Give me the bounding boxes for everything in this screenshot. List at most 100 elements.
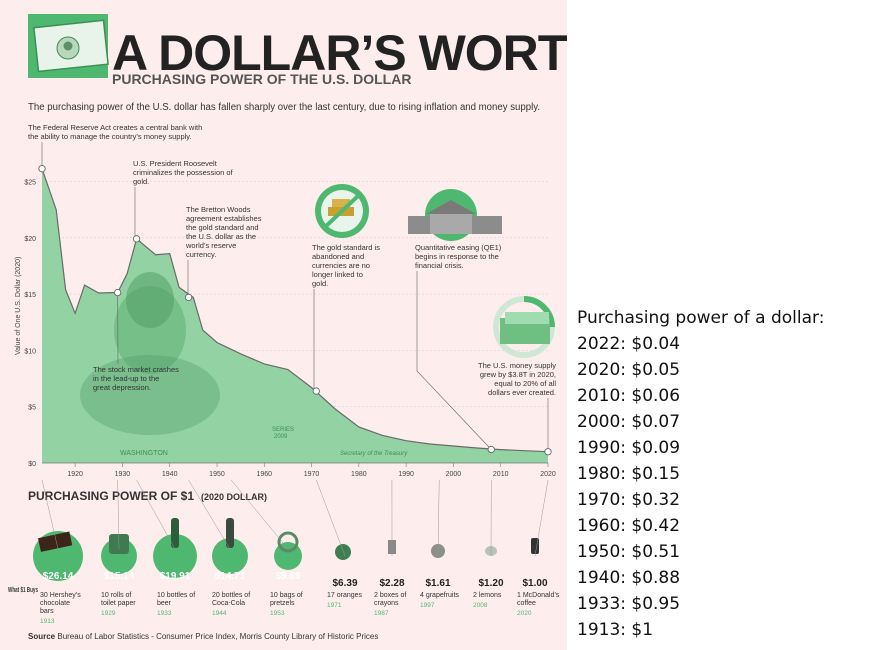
annotation-line: agreement establishes: [186, 214, 262, 223]
buy-description: 10 bags of pretzels: [270, 592, 303, 607]
buy-year: 1944: [212, 610, 227, 617]
buy-description: 17 oranges: [327, 592, 363, 599]
buy-year: 1913: [40, 618, 55, 625]
buy-item: $26.14 30 Hershey’s chocolate bars 1913: [33, 479, 83, 625]
annotation-line: The stock market crashes: [93, 365, 179, 374]
annotation-line: The Federal Reserve Act creates a centra…: [28, 123, 202, 132]
buy-leader: [188, 479, 231, 550]
side-list-item: 1960: $0.42: [577, 516, 681, 536]
annotation-line: longer linked to: [312, 270, 363, 279]
buy-description-line: pretzels: [270, 600, 295, 607]
annotation-text: The Bretton Woods agreement establishes th…: [185, 205, 262, 259]
side-list-items: 2022: $0.04 2020: $0.05 2010: $0.06 2000: $…: [577, 331, 877, 643]
buy-year: 1971: [327, 602, 342, 609]
poster-canvas: A DOLLAR’S WORTH PURCHASING POWER OF THE…: [8, 14, 567, 641]
annotation-line: The Bretton Woods: [186, 205, 251, 214]
buy-description-line: crayons: [374, 600, 399, 607]
buy-year: 2008: [473, 602, 488, 609]
annotation-line: great depression.: [93, 383, 151, 392]
buy-item: $2.28 2 boxes of crayons 1987: [374, 479, 406, 617]
side-list-item: 2010: $0.06: [577, 386, 681, 406]
annotation-line: the gold standard and: [186, 223, 259, 232]
x-axis: 1920 1930 1940 1950 1960 1970 1980 1990 2000 2010…: [42, 462, 556, 478]
buy-description-line: 30 Hershey’s: [40, 592, 81, 599]
y-tick-label: $20: [24, 236, 36, 243]
buy-description-line: 10 bags of: [270, 592, 303, 599]
chart-annotations: The Federal Reserve Act creates a centra…: [28, 123, 556, 456]
buy-description-line: Coca-Cola: [212, 600, 245, 607]
buys-row: $26.14 30 Hershey’s chocolate bars 1913 $15.1…: [33, 479, 560, 625]
poster-title: A DOLLAR’S WORTH: [112, 25, 567, 81]
annotation-text: The U.S. money supply grew by $3.8T in 20…: [478, 361, 556, 397]
buy-description-line: beer: [157, 600, 172, 607]
what-dollar-buys-label: What $1 Buys: [8, 587, 38, 594]
annotation-line: Quantitative easing (QE1): [415, 243, 502, 252]
annotation-leader: [187, 260, 189, 298]
buy-description-line: 2 boxes of: [374, 592, 406, 599]
annotation-point: [38, 165, 46, 173]
buy-year: 1953: [270, 610, 285, 617]
cola-bottle-icon: [226, 518, 234, 548]
buy-value: $1.00: [522, 578, 547, 589]
annotation-line: equal to 20% of all: [494, 379, 556, 388]
buy-description-line: 10 rolls of: [101, 592, 131, 599]
x-tick-label: 2000: [446, 471, 462, 478]
cash-stack-icon: [493, 296, 555, 358]
y-tick-label: $15: [24, 292, 36, 299]
buy-value-circle: [212, 538, 248, 574]
annotation-text: U.S. President Roosevelt criminalizes the…: [133, 159, 234, 186]
side-list-heading: Purchasing power of a dollar:: [577, 308, 825, 328]
buy-description: 4 grapefruits: [420, 592, 459, 599]
buy-description: 2 boxes of crayons: [374, 592, 406, 607]
value-line: [41, 168, 549, 453]
annotation-point: [114, 288, 122, 297]
buy-leader: [437, 479, 440, 557]
x-tick-label: 2010: [493, 471, 509, 478]
buy-description-line: chocolate: [40, 600, 70, 607]
buy-leader: [316, 479, 346, 557]
buy-value: $9.69: [275, 571, 300, 582]
buy-value: $1.61: [425, 578, 450, 589]
buy-leader: [117, 479, 120, 550]
annotation-text: Quantitative easing (QE1) begins in respo…: [415, 243, 502, 270]
side-list-item: 1980: $0.15: [577, 464, 681, 484]
side-list-item: 2020: $0.05: [577, 360, 681, 380]
annotation-point: [312, 387, 320, 395]
y-axis-label: Value of One U.S. Dollar (2020): [15, 257, 22, 355]
buy-item: $15.14 10 rolls of toilet paper 1929: [101, 479, 137, 617]
poster-subtitle: PURCHASING POWER OF THE U.S. DOLLAR: [112, 71, 411, 87]
buy-description: 10 bottles of beer: [157, 592, 195, 607]
buy-description-line: 2 lemons: [473, 592, 502, 599]
x-tick-label: 1950: [209, 471, 225, 478]
value-area: [42, 168, 548, 463]
infographic-poster: A DOLLAR’S WORTH PURCHASING POWER OF THE…: [0, 0, 567, 650]
buy-item: $1.61 4 grapefruits 1997: [420, 479, 459, 609]
x-tick-label: 1940: [162, 471, 178, 478]
side-list-item: 1970: $0.32: [577, 490, 681, 510]
poster-intro: The purchasing power of the U.S. dollar …: [28, 102, 540, 113]
y-tick-label: $0: [28, 461, 36, 468]
annotation-line: the U.S. dollar as the: [186, 232, 256, 241]
chocolate-bar-icon: [38, 531, 73, 552]
x-tick-label: 1920: [67, 471, 83, 478]
y-tick-label: $25: [24, 180, 36, 187]
y-tick-label: $10: [24, 348, 36, 355]
side-list-item: 2022: $0.04: [577, 334, 681, 354]
buy-item: $1.00 1 McDonald’s coffee 2020: [517, 479, 560, 617]
buy-description-line: coffee: [517, 600, 536, 607]
annotation-leader: [134, 187, 137, 240]
annotation-line: gold.: [312, 279, 328, 288]
buy-year: 1997: [420, 602, 435, 609]
annotation-line: gold.: [133, 177, 149, 186]
buy-leader: [41, 479, 59, 550]
buy-item: $9.69 10 bags of pretzels 1953: [230, 479, 303, 617]
source-text: Bureau of Labor Statistics - Consumer Pr…: [57, 632, 378, 641]
coffee-cup-icon: [531, 538, 539, 554]
buy-description: 20 bottles of Coca-Cola: [212, 592, 250, 607]
source-note: Source Bureau of Labor Statistics - Cons…: [28, 632, 378, 641]
annotation-line: financial crisis.: [415, 261, 464, 270]
annotation-text: The stock market crashes in the lead-up t…: [93, 365, 179, 392]
annotation-line: grew by $3.8T in 2020,: [480, 370, 556, 379]
annotation-line: dollars ever created.: [488, 388, 556, 397]
buys-heading-sub: (2020 DOLLAR): [201, 492, 267, 502]
